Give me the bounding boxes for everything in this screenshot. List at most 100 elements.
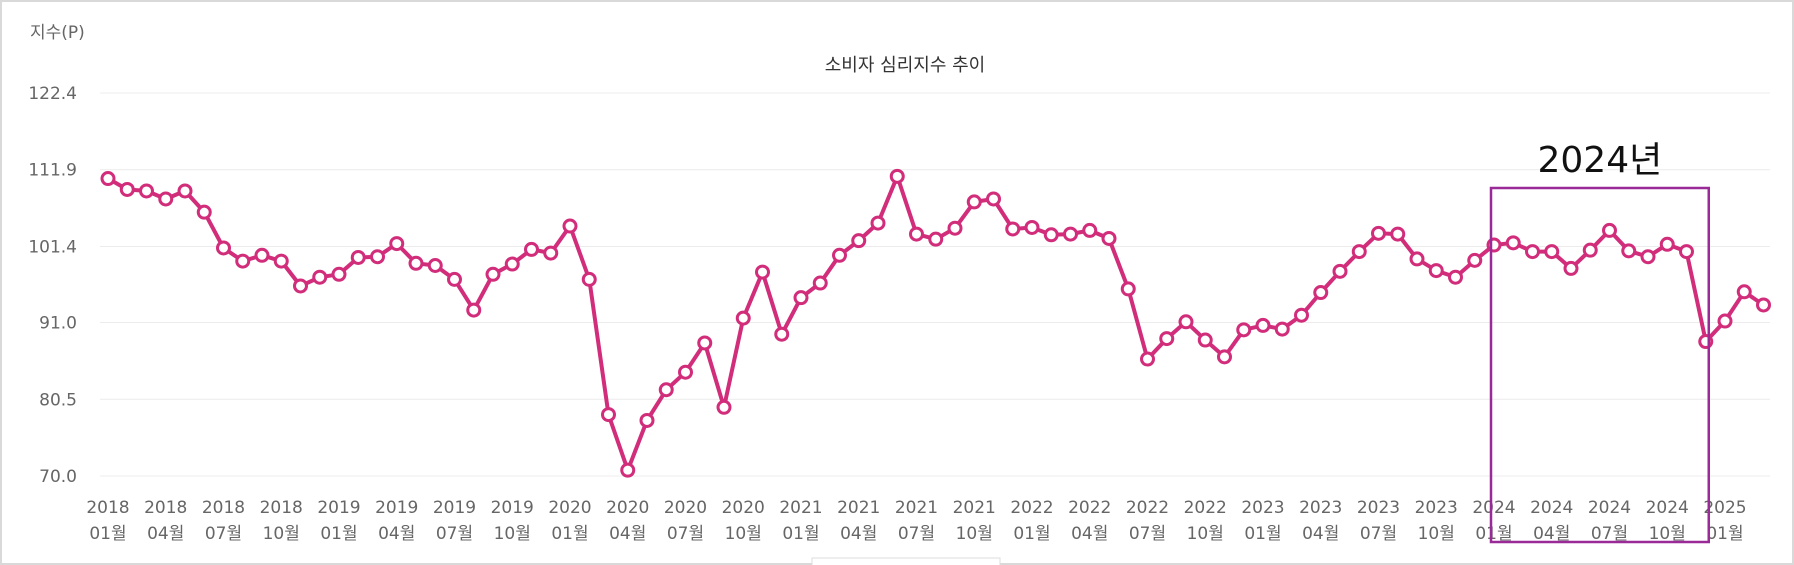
data-point <box>216 240 231 256</box>
data-point <box>1448 269 1463 285</box>
data-point <box>909 226 924 242</box>
x-tick-year: 2021 <box>779 498 822 518</box>
x-tick-month: 07월 <box>1591 524 1628 544</box>
data-point <box>1236 322 1252 338</box>
y-axis-label: 지수(P) <box>30 23 85 43</box>
x-tick-month: 04월 <box>840 524 877 544</box>
x-tick-year: 2018 <box>86 498 129 518</box>
x-tick-year: 2022 <box>1010 498 1053 518</box>
data-point <box>812 275 828 291</box>
data-point <box>735 310 751 326</box>
data-point <box>1217 349 1232 365</box>
data-point <box>1659 236 1675 252</box>
x-tick-month: 04월 <box>609 524 646 544</box>
data-point <box>601 407 616 423</box>
x-tick-year: 2023 <box>1299 498 1342 518</box>
x-tick-month: 07월 <box>1360 524 1397 544</box>
data-point <box>1371 225 1386 241</box>
x-tick-month: 10월 <box>725 524 762 544</box>
data-point <box>350 249 366 265</box>
x-tick-month: 07월 <box>436 524 473 544</box>
data-point <box>1197 332 1213 348</box>
data-point <box>235 253 251 269</box>
data-point <box>1351 244 1367 260</box>
x-tick-month: 01월 <box>89 524 126 544</box>
x-tick-year: 2019 <box>491 498 534 518</box>
x-tick-year: 2019 <box>317 498 360 518</box>
data-point <box>389 236 405 252</box>
x-tick-year: 2022 <box>1068 498 1111 518</box>
y-tick-label: 80.5 <box>39 390 77 410</box>
x-tick-year: 2018 <box>144 498 187 518</box>
data-point <box>331 266 347 282</box>
x-tick-month: 10월 <box>1649 524 1686 544</box>
data-point <box>1756 297 1771 313</box>
y-tick-label: 70.0 <box>39 467 77 487</box>
x-tick-month: 10월 <box>1187 524 1224 544</box>
data-point <box>1140 351 1155 367</box>
data-point <box>370 249 385 265</box>
data-point <box>1563 260 1579 276</box>
data-point <box>1679 244 1694 260</box>
data-point <box>427 257 443 273</box>
data-point <box>293 278 308 294</box>
x-tick-month: 07월 <box>1129 524 1166 544</box>
y-tick-label: 111.9 <box>28 161 77 181</box>
data-point <box>620 462 636 478</box>
data-point <box>1120 281 1136 297</box>
data-point <box>254 247 270 263</box>
data-point <box>774 326 790 342</box>
data-point <box>504 256 520 272</box>
data-point <box>1178 314 1194 330</box>
x-tick-year: 2024 <box>1646 498 1689 518</box>
x-tick-year: 2019 <box>433 498 476 518</box>
x-tick-year: 2021 <box>895 498 938 518</box>
x-tick-year: 2023 <box>1415 498 1458 518</box>
data-point <box>466 302 482 318</box>
data-point <box>1159 331 1175 347</box>
data-point <box>851 233 867 249</box>
x-tick-year: 2023 <box>1357 498 1400 518</box>
y-tick-label: 91.0 <box>39 314 77 334</box>
scroll-indicator[interactable] <box>811 557 1001 565</box>
x-tick-month: 10월 <box>494 524 531 544</box>
data-point <box>1544 244 1560 260</box>
data-point <box>1640 249 1656 265</box>
data-point <box>832 247 847 263</box>
data-point <box>485 266 501 282</box>
y-tick-label: 122.4 <box>28 84 77 104</box>
x-tick-year: 2024 <box>1472 498 1515 518</box>
data-point <box>1024 219 1040 235</box>
x-tick-month: 01월 <box>320 524 357 544</box>
highlight-box <box>1489 186 1710 544</box>
data-point <box>889 168 905 184</box>
data-point <box>1005 221 1021 237</box>
data-point <box>447 271 462 287</box>
x-tick-labels: 2018 01월 2018 04월 2018 07월 2018 10월 2019 01월 2019 0… <box>86 498 1746 544</box>
data-point <box>678 364 693 380</box>
data-point <box>966 194 982 210</box>
data-point <box>928 231 944 247</box>
x-tick-month: 10월 <box>263 524 300 544</box>
y-tick-label: 101.4 <box>28 237 77 257</box>
data-point <box>524 241 539 257</box>
data-point <box>139 183 154 199</box>
data-point <box>793 290 809 306</box>
x-tick-year: 2025 <box>1703 498 1746 518</box>
y-tick-labels: 122.4 111.9 101.4 91.0 80.5 70.0 <box>28 84 77 487</box>
data-point <box>1428 263 1444 279</box>
x-tick-month: 01월 <box>1475 524 1512 544</box>
data-point <box>1736 284 1752 300</box>
data-point <box>543 245 559 261</box>
data-points <box>100 168 1771 478</box>
x-tick-month: 01월 <box>551 524 588 544</box>
data-point <box>562 218 578 234</box>
data-point <box>1255 317 1271 333</box>
x-tick-year: 2020 <box>664 498 707 518</box>
data-point <box>196 204 212 220</box>
data-point <box>1332 263 1348 279</box>
x-tick-year: 2022 <box>1126 498 1169 518</box>
data-point <box>1274 321 1290 337</box>
data-point <box>1525 244 1540 260</box>
